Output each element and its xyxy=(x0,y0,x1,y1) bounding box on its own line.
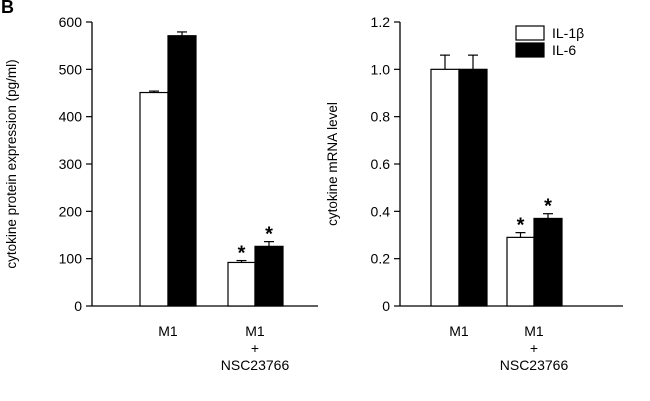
y-tick-label: 1.2 xyxy=(371,14,391,30)
x-category-label: + xyxy=(530,340,538,356)
significance-marker: * xyxy=(544,196,552,218)
significance-marker: * xyxy=(517,215,525,237)
y-tick-label: 300 xyxy=(59,156,83,172)
y-tick-label: 600 xyxy=(59,14,83,30)
x-category-label: M1 xyxy=(158,323,178,339)
significance-marker: * xyxy=(238,243,246,265)
significance-marker: * xyxy=(265,224,273,246)
x-category-label: M1 xyxy=(524,323,544,339)
y-tick-label: 0.8 xyxy=(371,109,391,125)
x-category-label: M1 xyxy=(449,323,469,339)
bar xyxy=(506,236,535,307)
legend-label: IL-1β xyxy=(552,25,584,41)
bar xyxy=(458,68,488,307)
bar xyxy=(139,91,169,307)
bar xyxy=(227,261,256,307)
panel-label: B xyxy=(1,0,14,17)
y-tick-label: 0.4 xyxy=(371,203,391,219)
x-category-label: M1 xyxy=(245,323,265,339)
legend-label: IL-6 xyxy=(552,42,576,58)
x-category-label: NSC23766 xyxy=(500,357,569,373)
y-tick-label: 0.2 xyxy=(371,251,391,267)
y-tick-label: 200 xyxy=(59,203,83,219)
bar xyxy=(167,35,197,307)
bar xyxy=(430,68,460,307)
x-category-label: NSC23766 xyxy=(221,357,290,373)
y-tick-label: 0 xyxy=(382,298,390,314)
y-axis-label: cytokine protein expression (pg/ml) xyxy=(4,59,19,268)
y-tick-label: 100 xyxy=(59,251,83,267)
legend-swatch xyxy=(515,42,545,58)
y-tick-label: 500 xyxy=(59,61,83,77)
bar xyxy=(254,245,284,307)
y-tick-label: 0.6 xyxy=(371,156,391,172)
y-axis-label: cytokine mRNA level xyxy=(325,102,340,226)
y-tick-label: 400 xyxy=(59,109,83,125)
y-tick-label: 0 xyxy=(74,298,82,314)
bar xyxy=(533,217,563,307)
x-category-label: + xyxy=(251,340,259,356)
legend-swatch xyxy=(515,25,545,41)
y-tick-label: 1.0 xyxy=(371,61,391,77)
